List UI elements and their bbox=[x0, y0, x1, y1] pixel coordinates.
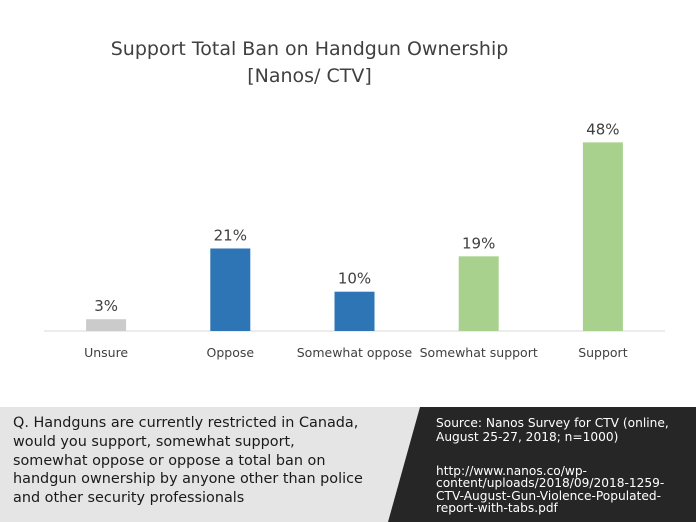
question-line: Q. Handguns are currently restricted in … bbox=[13, 415, 359, 431]
source-line: Source: Nanos Survey for CTV (online, bbox=[436, 416, 669, 430]
chart-title-line: Support Total Ban on Handgun Ownership bbox=[110, 38, 509, 60]
chart-title: Support Total Ban on Handgun Ownership [… bbox=[0, 36, 619, 90]
category-label: Support bbox=[578, 345, 628, 360]
bar bbox=[458, 256, 499, 331]
question-line: handgun ownership by anyone other than p… bbox=[13, 471, 363, 488]
source-panel bbox=[388, 407, 696, 522]
url-line: CTV-August-Gun-Violence-Populated- bbox=[436, 488, 661, 503]
data-label: 19% bbox=[462, 234, 495, 252]
data-label: 10% bbox=[338, 270, 371, 288]
category-label: Oppose bbox=[207, 345, 255, 360]
source-citation: Source: Nanos Survey for CTV (online, Au… bbox=[436, 416, 688, 444]
question-panel bbox=[0, 407, 420, 522]
question-line: somewhat oppose or oppose a total ban on bbox=[13, 452, 326, 469]
url-line: content/uploads/2018/09/2018-1259- bbox=[436, 476, 665, 491]
question-line: would you support, somewhat support, bbox=[13, 433, 295, 450]
source-url: http://www.nanos.co/wp- content/uploads/… bbox=[436, 465, 688, 515]
survey-question: Q. Handguns are currently restricted in … bbox=[13, 414, 398, 508]
url-line: report-with-tabs.pdf bbox=[436, 501, 558, 516]
category-label: Unsure bbox=[84, 345, 128, 360]
question-line: and other security professionals bbox=[13, 490, 245, 507]
data-label: 3% bbox=[94, 297, 118, 315]
data-label: 21% bbox=[214, 226, 247, 244]
bar bbox=[582, 142, 623, 331]
category-label: Somewhat support bbox=[420, 345, 538, 360]
data-label: 48% bbox=[586, 120, 619, 138]
bar bbox=[210, 248, 251, 331]
bar bbox=[334, 291, 375, 331]
bar bbox=[86, 319, 127, 331]
category-label: Somewhat oppose bbox=[297, 345, 413, 360]
url-line: http://www.nanos.co/wp- bbox=[436, 464, 587, 478]
bar-chart: 3% Unsure 21% Oppose 10% Somewhat oppose 19% So… bbox=[44, 120, 665, 360]
source-line: August 25-27, 2018; n=1000) bbox=[436, 430, 619, 444]
chart-subtitle-line: [Nanos/ CTV] bbox=[247, 65, 372, 87]
